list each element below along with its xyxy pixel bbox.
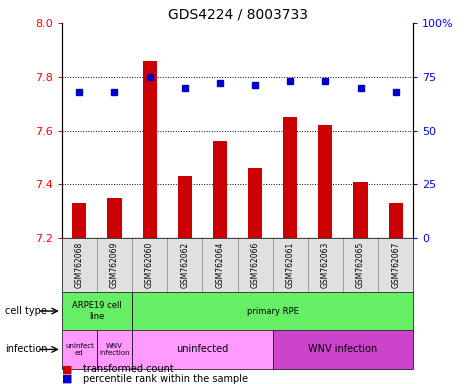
Text: WNV
infection: WNV infection (99, 343, 130, 356)
Bar (213, 141, 227, 238)
Text: GSM762060: GSM762060 (145, 242, 154, 288)
Bar (107, 198, 122, 238)
Bar (248, 168, 262, 238)
Bar (132, 292, 413, 330)
Text: ■: ■ (62, 374, 72, 384)
Text: WNV infection: WNV infection (308, 344, 378, 354)
Text: percentile rank within the sample: percentile rank within the sample (83, 374, 248, 384)
Text: GSM762069: GSM762069 (110, 242, 119, 288)
Bar (318, 125, 332, 238)
Text: ARPE19 cell
line: ARPE19 cell line (72, 301, 122, 321)
Text: uninfect
ed: uninfect ed (65, 343, 94, 356)
Text: GSM762067: GSM762067 (391, 242, 400, 288)
Bar (353, 182, 368, 238)
Bar (389, 203, 403, 238)
Bar (178, 176, 192, 238)
Bar (62, 292, 132, 330)
Bar (97, 330, 132, 369)
Text: uninfected: uninfected (176, 344, 228, 354)
Text: GSM762066: GSM762066 (251, 242, 259, 288)
Text: GSM762064: GSM762064 (216, 242, 224, 288)
Bar (132, 330, 273, 369)
Text: primary RPE: primary RPE (247, 306, 299, 316)
Text: transformed count: transformed count (83, 364, 174, 374)
Text: ■: ■ (62, 364, 72, 374)
Text: cell type: cell type (5, 306, 47, 316)
Text: GSM762063: GSM762063 (321, 242, 330, 288)
Bar (273, 330, 413, 369)
Text: GSM762061: GSM762061 (286, 242, 294, 288)
Text: GSM762062: GSM762062 (180, 242, 189, 288)
Title: GDS4224 / 8003733: GDS4224 / 8003733 (168, 8, 307, 22)
Bar (283, 117, 297, 238)
Bar (62, 330, 97, 369)
Text: infection: infection (5, 344, 47, 354)
Text: GSM762065: GSM762065 (356, 242, 365, 288)
Bar (142, 61, 157, 238)
Text: GSM762068: GSM762068 (75, 242, 84, 288)
Bar (72, 203, 86, 238)
